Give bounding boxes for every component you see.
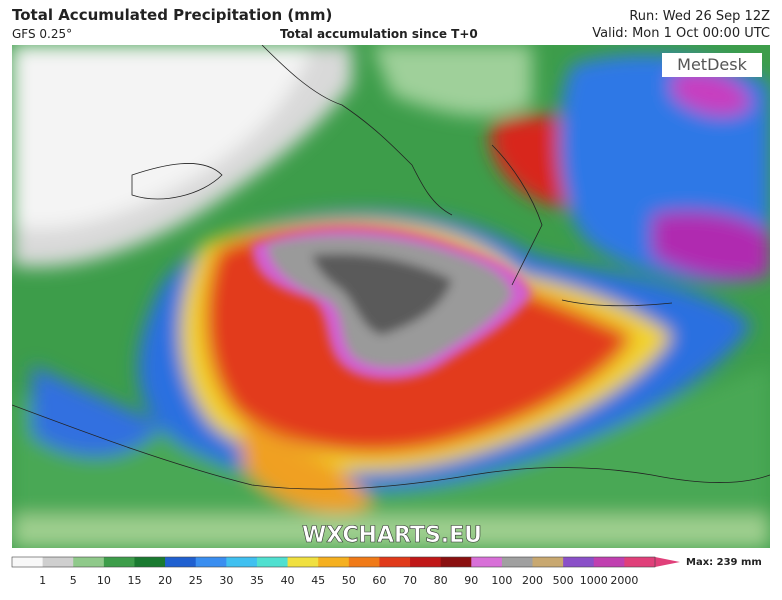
legend-swatch — [440, 557, 472, 567]
map: MetDesk WXCHARTS.EU — [12, 45, 770, 548]
legend-label: 90 — [464, 574, 478, 587]
subtitle: Total accumulation since T+0 — [280, 27, 478, 41]
legend-label: 30 — [219, 574, 233, 587]
legend-label: 1000 — [580, 574, 608, 587]
legend-label: 50 — [342, 574, 356, 587]
legend-swatch — [256, 557, 289, 567]
legend-max: Max: 239 mm — [686, 557, 762, 568]
legend-swatch — [532, 557, 564, 567]
legend-swatch — [379, 557, 411, 567]
legend-frame — [11, 556, 656, 568]
legend-label: 2000 — [610, 574, 638, 587]
legend-label: 1 — [39, 574, 46, 587]
legend-label: 200 — [522, 574, 543, 587]
legend-label: 70 — [403, 574, 417, 587]
legend-label: 10 — [97, 574, 111, 587]
legend-swatch — [410, 557, 442, 567]
color-legend: Max: 239 mm 1 5 10 15 20 25 30 35 40 45 50 60 70 80 90… — [11, 556, 762, 587]
watermark: WXCHARTS.EU — [302, 523, 482, 548]
legend-swatch — [563, 557, 595, 567]
legend-label: 40 — [281, 574, 295, 587]
precip-core — [252, 228, 532, 380]
valid: Valid: Mon 1 Oct 00:00 UTC — [592, 26, 770, 41]
legend-label: 35 — [250, 574, 264, 587]
legend-label: 20 — [158, 574, 172, 587]
legend-label: 100 — [491, 574, 512, 587]
legend-swatch — [593, 557, 625, 567]
legend-swatch — [12, 557, 44, 567]
legend-arrow — [655, 557, 680, 567]
legend-label: 500 — [553, 574, 574, 587]
legend-swatch — [73, 557, 105, 567]
legend-label: 15 — [127, 574, 141, 587]
legend-swatch — [318, 557, 350, 567]
legend-label: 25 — [189, 574, 203, 587]
coastlines — [12, 45, 770, 490]
legend-swatch — [501, 557, 534, 567]
legend-swatch — [165, 557, 197, 567]
legend-swatch — [348, 557, 380, 567]
legend-swatch — [195, 557, 227, 567]
brand: MetDesk — [677, 55, 747, 74]
run: Run: Wed 26 Sep 12Z — [629, 9, 770, 24]
brand-box — [662, 53, 762, 77]
legend-swatch — [471, 557, 503, 567]
legend-label: 45 — [311, 574, 325, 587]
legend-swatch — [42, 557, 74, 567]
legend-swatch — [624, 557, 656, 567]
model: GFS 0.25° — [12, 27, 73, 41]
legend-label: 80 — [434, 574, 448, 587]
legend-label: 60 — [372, 574, 386, 587]
legend-swatch — [103, 557, 135, 567]
title: Total Accumulated Precipitation (mm) — [12, 6, 333, 24]
legend-swatch — [226, 557, 258, 567]
legend-swatch — [134, 557, 166, 567]
legend-label: 5 — [70, 574, 77, 587]
legend-swatch — [287, 557, 319, 567]
